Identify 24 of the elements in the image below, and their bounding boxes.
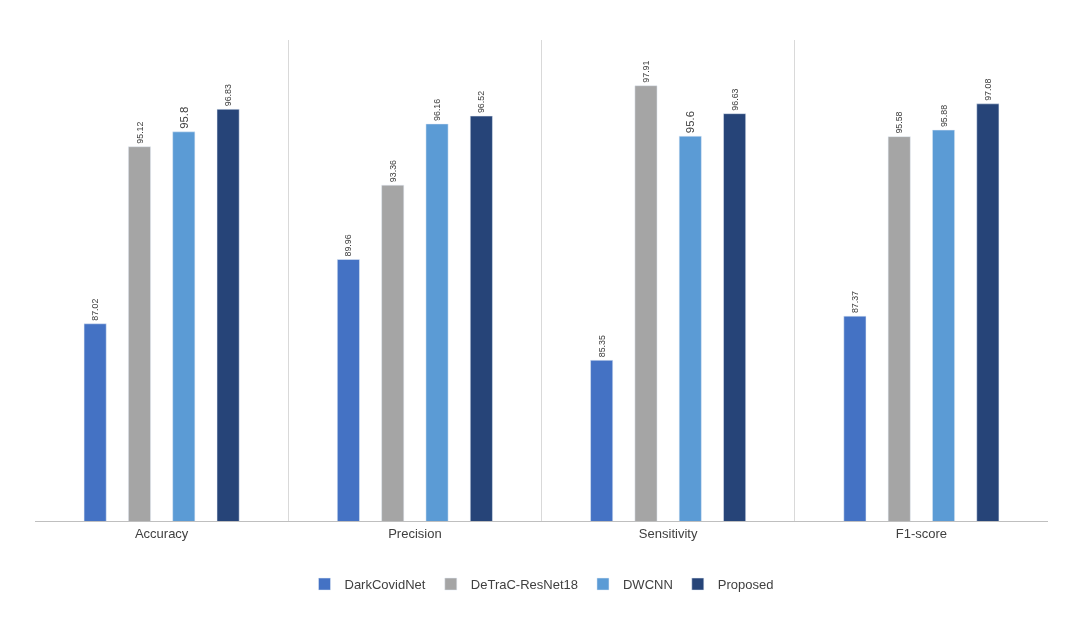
data-label: 95.6 xyxy=(684,111,697,134)
data-label: 95.88 xyxy=(938,104,949,128)
data-label: 93.36 xyxy=(387,159,398,183)
legend-label: DWCNN xyxy=(622,577,673,593)
data-label: 95.12 xyxy=(134,121,145,144)
data-label: 87.37 xyxy=(849,290,860,314)
x-tick-label: Sensitivity xyxy=(638,525,698,541)
data-label: 97.91 xyxy=(641,60,652,83)
data-label: 97.08 xyxy=(982,78,993,101)
data-label: 96.16 xyxy=(432,98,443,121)
x-tick-label: Precision xyxy=(388,525,442,541)
x-tick-label: Accuracy xyxy=(134,525,189,541)
data-label: 89.96 xyxy=(343,234,354,257)
data-label: 85.35 xyxy=(596,335,607,358)
data-label: 87.02 xyxy=(90,298,101,321)
data-label: 96.63 xyxy=(729,88,740,111)
data-label: 95.58 xyxy=(894,111,905,134)
x-tick-label: F1-score xyxy=(895,525,948,541)
legend-label: Proposed xyxy=(717,577,774,593)
data-label: 95.8 xyxy=(177,106,190,129)
data-label: 96.52 xyxy=(476,90,487,114)
legend-label: DarkCovidNet xyxy=(344,577,426,593)
legend-label: DeTraC-ResNet18 xyxy=(470,577,578,593)
data-label: 96.83 xyxy=(223,84,234,107)
